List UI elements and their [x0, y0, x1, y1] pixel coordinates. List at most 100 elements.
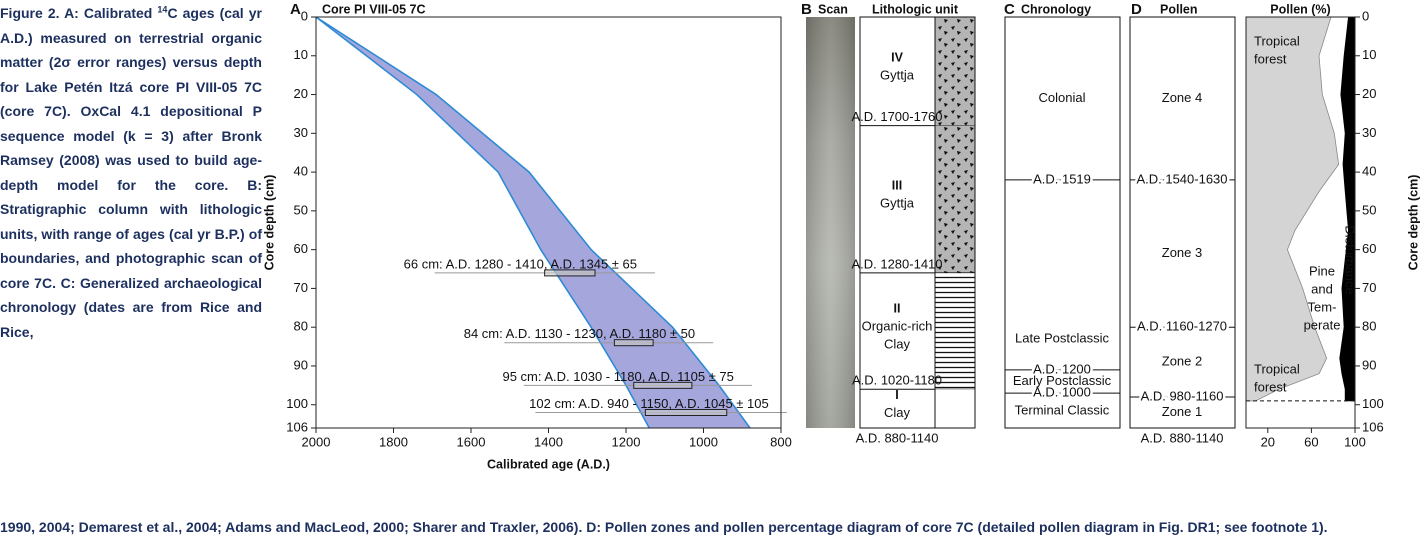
column-title: Lithologic unit [872, 2, 959, 16]
panel-letter: C [1004, 1, 1015, 18]
y-tick-label: 10 [294, 47, 308, 62]
base-label: A.D. 880-1140 [1141, 430, 1224, 445]
y-tick-label: 60 [294, 241, 308, 256]
core-scan-shade [806, 17, 855, 428]
caption-label: Figure 2. [0, 5, 60, 21]
zone-label: Zone 3 [1162, 245, 1202, 260]
y-tick-label: 80 [294, 319, 308, 334]
unit-name: Clay [884, 337, 911, 352]
panel-letter: D [1131, 1, 1142, 18]
lithology-pattern [935, 272, 975, 390]
x-tick-label: 1200 [612, 434, 641, 449]
column-frame [859, 16, 976, 429]
y-tick-label: 30 [294, 125, 308, 140]
area-label: and [1311, 281, 1333, 296]
column-frame [1004, 16, 1121, 429]
sample-label: 102 cm: A.D. 940 - 1150, A.D. 1045 ± 105 [529, 396, 769, 411]
sample-range [613, 339, 654, 347]
panel-title: Core PI VIII-05 7C [322, 2, 426, 16]
period-label: Colonial [1039, 90, 1086, 105]
sample-label: 84 cm: A.D. 1130 - 1230, A.D. 1180 ± 50 [464, 326, 695, 341]
age-depth-band [316, 17, 750, 428]
y-tick-label: 30 [1362, 125, 1376, 140]
period-label: Late Postclassic [1015, 330, 1109, 345]
y-tick-label: 50 [294, 202, 308, 217]
y-tick-label: 70 [294, 280, 308, 295]
boundary-label: A.D. 980-1160 [1141, 388, 1224, 403]
y-axis-label: Core depth (cm) [262, 175, 276, 271]
column-title: Chronology [1021, 2, 1091, 16]
period-label: Terminal Classic [1015, 402, 1110, 417]
disturbance-area [1339, 16, 1356, 402]
unit-numeral: I [895, 388, 898, 402]
caption-text: C ages (cal yr A.D.) measured on terrest… [0, 5, 262, 340]
sample-range [644, 408, 728, 416]
x-tick-label: 100 [1344, 434, 1366, 449]
caption-text: A: Calibrated [64, 5, 158, 21]
y-tick-label: 60 [1362, 241, 1376, 256]
caption-continued: 1990, 2004; Demarest et al., 2004; Adams… [0, 519, 1328, 535]
boundary-label: A.D. 1280-1410 [851, 256, 942, 271]
tropical-forest-area [1245, 16, 1340, 402]
y-tick-label: 0 [1362, 8, 1369, 23]
sample-label: 66 cm: A.D. 1280 - 1410, A.D. 1345 ± 65 [404, 256, 637, 271]
boundary-label: A.D. 1160-1270 [1137, 319, 1227, 334]
sample-label: 95 cm: A.D. 1030 - 1180, A.D. 1105 ± 75 [502, 369, 733, 384]
figure: A Core PI VIII-05 7C 66 cm: A.D. 1280 - 14… [262, 1, 1420, 471]
caption-sup: 14 [157, 4, 168, 15]
area-label: Pine [1309, 263, 1335, 278]
x-tick-label: 800 [770, 434, 792, 449]
x-axis-label: Calibrated age (A.D.) [487, 457, 610, 471]
x-tick-label: 1800 [379, 434, 408, 449]
x-tick-label: 2000 [302, 434, 331, 449]
period-label: Early Postclassic [1013, 373, 1112, 388]
boundary-label: A.D. 1020-1180 [852, 373, 942, 388]
unit-numeral: IV [891, 51, 903, 65]
panel-title: Pollen (%) [1270, 2, 1330, 16]
sample-range [633, 381, 693, 389]
unit-name: Clay [884, 405, 911, 420]
area-label: perate [1304, 317, 1341, 332]
x-tick-label: 1000 [689, 434, 718, 449]
area-label: forest [1254, 379, 1287, 394]
area-label: Tropical [1254, 361, 1300, 376]
caption: Figure 2. A: Calibrated 14C ages (cal yr… [0, 1, 262, 344]
boundary-label: A.D. 1200 [1033, 361, 1091, 376]
area-label: forest [1254, 51, 1287, 66]
unit-name: Gyttja [880, 196, 915, 211]
x-tick-label: 1400 [534, 434, 563, 449]
column-title: Scan [818, 2, 848, 16]
y-tick-label: 90 [294, 357, 308, 372]
y-tick-label: 90 [1362, 357, 1376, 372]
unit-name: Gyttja [880, 68, 915, 83]
lithology-pattern [935, 125, 975, 273]
base-label: A.D. 880-1140 [856, 430, 939, 445]
panel-letter: B [801, 1, 812, 18]
y-tick-label: 0 [301, 8, 308, 23]
zone-label: Zone 4 [1162, 90, 1202, 105]
zone-label: Zone 1 [1162, 404, 1202, 419]
lithology-pattern [935, 17, 975, 126]
y-tick-label: 70 [1362, 280, 1376, 295]
unit-name: Organic-rich [862, 319, 933, 334]
lithology-pattern [935, 389, 975, 428]
y-tick-label: 20 [294, 86, 308, 101]
y-tick-label: 50 [1362, 202, 1376, 217]
y-axis-label: Core depth (cm) [1406, 175, 1420, 271]
x-tick-label: 60 [1304, 434, 1318, 449]
y-tick-label: 40 [1362, 164, 1376, 179]
sample-range [544, 269, 596, 277]
x-tick-label: 1600 [457, 434, 486, 449]
zone-label: Zone 2 [1162, 354, 1202, 369]
area-label: Tem- [1308, 299, 1337, 314]
unit-numeral: II [894, 301, 901, 315]
column-title: Pollen [1160, 2, 1198, 16]
boundary-label: A.D. 1000 [1033, 385, 1091, 400]
unit-numeral: III [892, 179, 902, 193]
y-tick-label: 10 [1362, 47, 1376, 62]
x-tick-label: 20 [1261, 434, 1275, 449]
boundary-label: A.D. 1519 [1033, 171, 1091, 186]
boundary-label: A.D. 1700-1760 [851, 109, 942, 124]
panel-letter: A [290, 1, 301, 18]
